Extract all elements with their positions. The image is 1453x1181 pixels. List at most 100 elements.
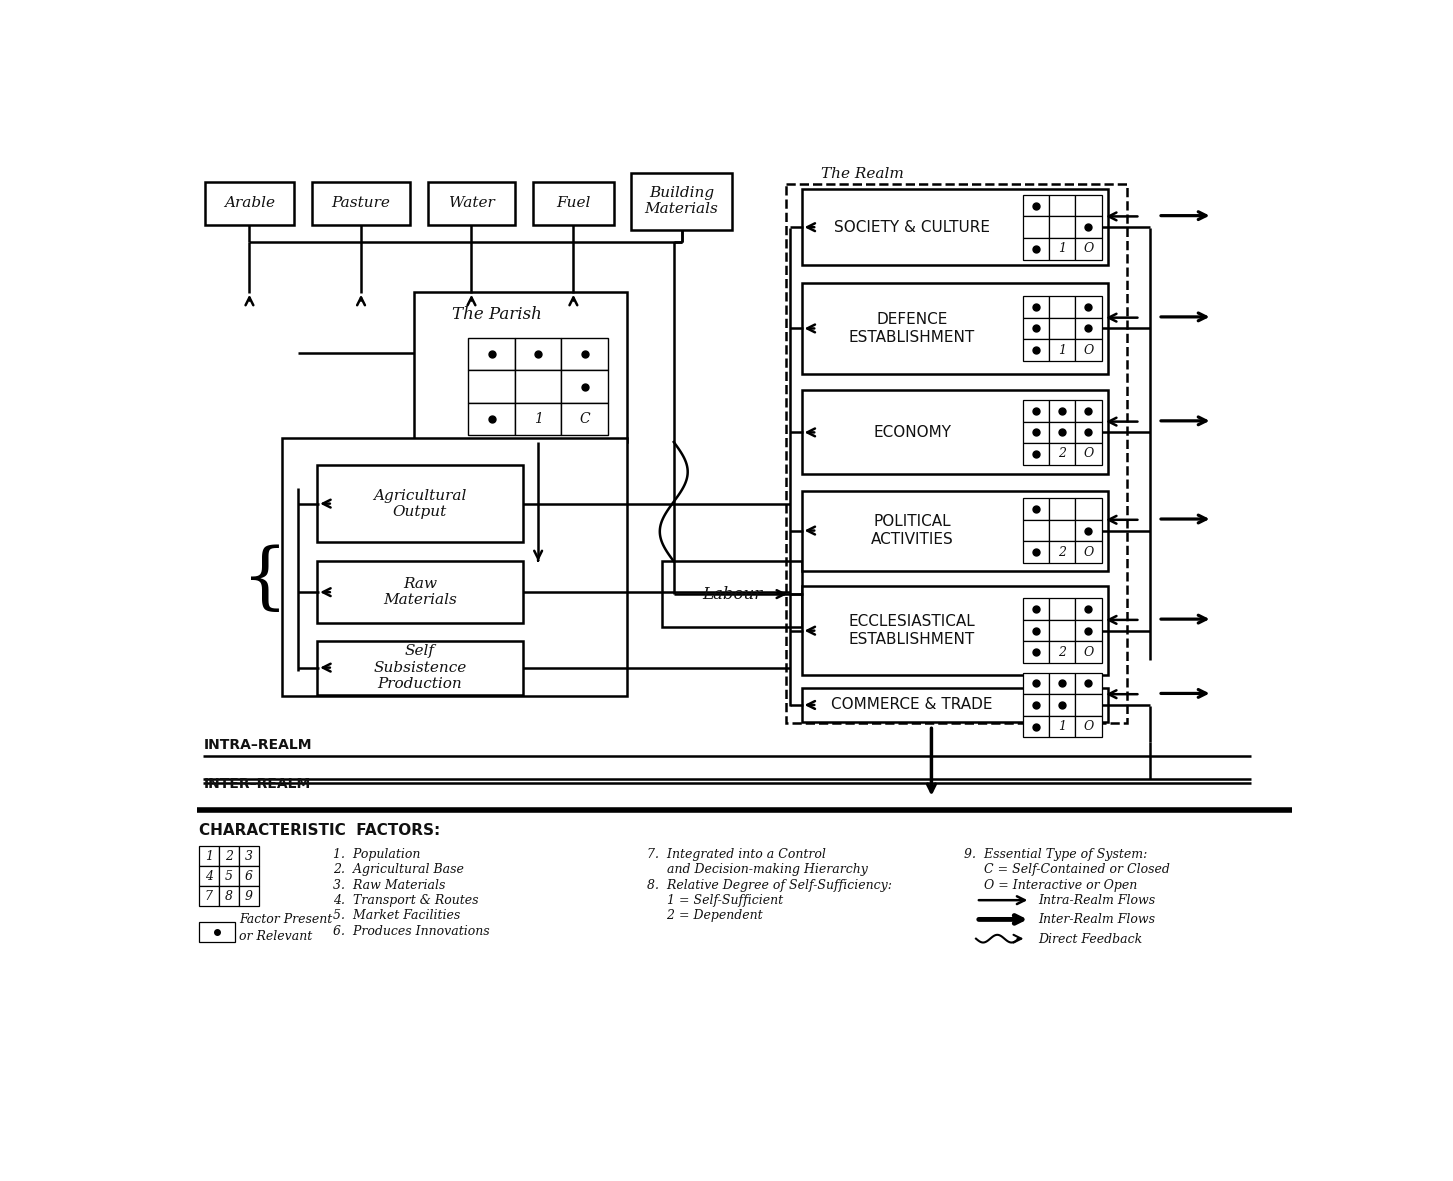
- Bar: [1049, 216, 1075, 237]
- Text: 1 = Self-Sufficient: 1 = Self-Sufficient: [647, 894, 783, 907]
- Text: 6.  Produces Innovations: 6. Produces Innovations: [333, 925, 490, 938]
- Text: Factor Present
or Relevant: Factor Present or Relevant: [238, 913, 333, 942]
- Text: 1: 1: [533, 412, 542, 426]
- Bar: [219, 886, 238, 906]
- Text: 7.  Integrated into a Control: 7. Integrated into a Control: [647, 848, 825, 861]
- Bar: [1023, 694, 1049, 716]
- Bar: [1023, 318, 1049, 339]
- Text: 7: 7: [205, 889, 212, 902]
- Text: Labour: Labour: [702, 586, 761, 602]
- Bar: [1049, 673, 1075, 694]
- Bar: [1049, 318, 1075, 339]
- Text: COMMERCE & TRADE: COMMERCE & TRADE: [831, 698, 992, 712]
- Bar: [802, 189, 1107, 265]
- Text: INTRA–REALM: INTRA–REALM: [203, 738, 312, 752]
- Text: 1.  Population: 1. Population: [333, 848, 420, 861]
- Bar: [1023, 400, 1049, 422]
- Bar: [1075, 673, 1101, 694]
- Bar: [1049, 296, 1075, 318]
- Text: Building
Materials: Building Materials: [645, 187, 718, 216]
- Bar: [1049, 422, 1075, 443]
- Bar: [468, 338, 514, 371]
- Text: ECONOMY: ECONOMY: [873, 425, 952, 439]
- Bar: [1023, 641, 1049, 663]
- Text: 1: 1: [205, 850, 212, 863]
- Bar: [1023, 673, 1049, 694]
- Bar: [631, 172, 732, 230]
- Bar: [1075, 694, 1101, 716]
- Bar: [429, 182, 514, 224]
- Text: 9: 9: [246, 889, 253, 902]
- Bar: [199, 847, 219, 867]
- Bar: [1023, 237, 1049, 260]
- Bar: [1075, 716, 1101, 737]
- Bar: [282, 438, 628, 696]
- Text: 9.  Essential Type of System:: 9. Essential Type of System:: [965, 848, 1148, 861]
- Bar: [1075, 520, 1101, 541]
- Bar: [1075, 339, 1101, 360]
- Bar: [317, 640, 523, 694]
- Bar: [1023, 599, 1049, 620]
- Bar: [1023, 716, 1049, 737]
- Bar: [1023, 498, 1049, 520]
- Text: ECCLESIASTICAL
ESTABLISHMENT: ECCLESIASTICAL ESTABLISHMENT: [849, 614, 975, 647]
- Bar: [199, 886, 219, 906]
- Bar: [1075, 599, 1101, 620]
- Bar: [317, 465, 523, 542]
- Bar: [802, 689, 1107, 722]
- Bar: [1075, 620, 1101, 641]
- Bar: [1049, 541, 1075, 563]
- Bar: [1049, 641, 1075, 663]
- Bar: [468, 371, 514, 403]
- Bar: [1023, 216, 1049, 237]
- Text: The Realm: The Realm: [821, 167, 904, 181]
- Text: POLITICAL
ACTIVITIES: POLITICAL ACTIVITIES: [870, 515, 953, 547]
- Bar: [199, 867, 219, 886]
- Bar: [1023, 520, 1049, 541]
- Bar: [561, 338, 607, 371]
- Bar: [219, 847, 238, 867]
- Bar: [802, 586, 1107, 676]
- Bar: [1049, 400, 1075, 422]
- Bar: [238, 867, 259, 886]
- Text: The Parish: The Parish: [452, 307, 542, 324]
- Text: 3.  Raw Materials: 3. Raw Materials: [333, 879, 445, 892]
- Bar: [1049, 599, 1075, 620]
- Bar: [1023, 620, 1049, 641]
- Bar: [238, 886, 259, 906]
- Text: O: O: [1084, 720, 1094, 733]
- Bar: [1023, 541, 1049, 563]
- Text: O = Interactive or Open: O = Interactive or Open: [965, 879, 1138, 892]
- Text: {: {: [243, 544, 288, 615]
- Text: 5: 5: [225, 869, 232, 883]
- Text: Raw
Materials: Raw Materials: [384, 578, 456, 607]
- Bar: [1023, 296, 1049, 318]
- Bar: [1075, 498, 1101, 520]
- Text: C = Self-Contained or Closed: C = Self-Contained or Closed: [965, 863, 1170, 876]
- Text: INTER–REALM: INTER–REALM: [203, 777, 311, 791]
- Text: 6: 6: [246, 869, 253, 883]
- Text: O: O: [1084, 242, 1094, 255]
- Bar: [199, 921, 235, 941]
- Bar: [1023, 195, 1049, 216]
- Text: 2.  Agricultural Base: 2. Agricultural Base: [333, 863, 464, 876]
- Bar: [1049, 694, 1075, 716]
- Text: 2 = Dependent: 2 = Dependent: [647, 909, 763, 922]
- Bar: [1023, 339, 1049, 360]
- Text: 2: 2: [1058, 646, 1067, 659]
- Text: O: O: [1084, 646, 1094, 659]
- Text: 1: 1: [1058, 344, 1067, 357]
- Bar: [786, 184, 1128, 723]
- Text: 2: 2: [1058, 546, 1067, 559]
- Bar: [1049, 520, 1075, 541]
- Text: O: O: [1084, 448, 1094, 461]
- Bar: [802, 490, 1107, 570]
- Text: Direct Feedback: Direct Feedback: [1037, 933, 1142, 946]
- Text: 5.  Market Facilities: 5. Market Facilities: [333, 909, 461, 922]
- Bar: [1023, 443, 1049, 465]
- Bar: [514, 338, 561, 371]
- Text: Water: Water: [449, 196, 494, 210]
- Bar: [1049, 237, 1075, 260]
- Bar: [561, 403, 607, 435]
- Text: Fuel: Fuel: [556, 196, 590, 210]
